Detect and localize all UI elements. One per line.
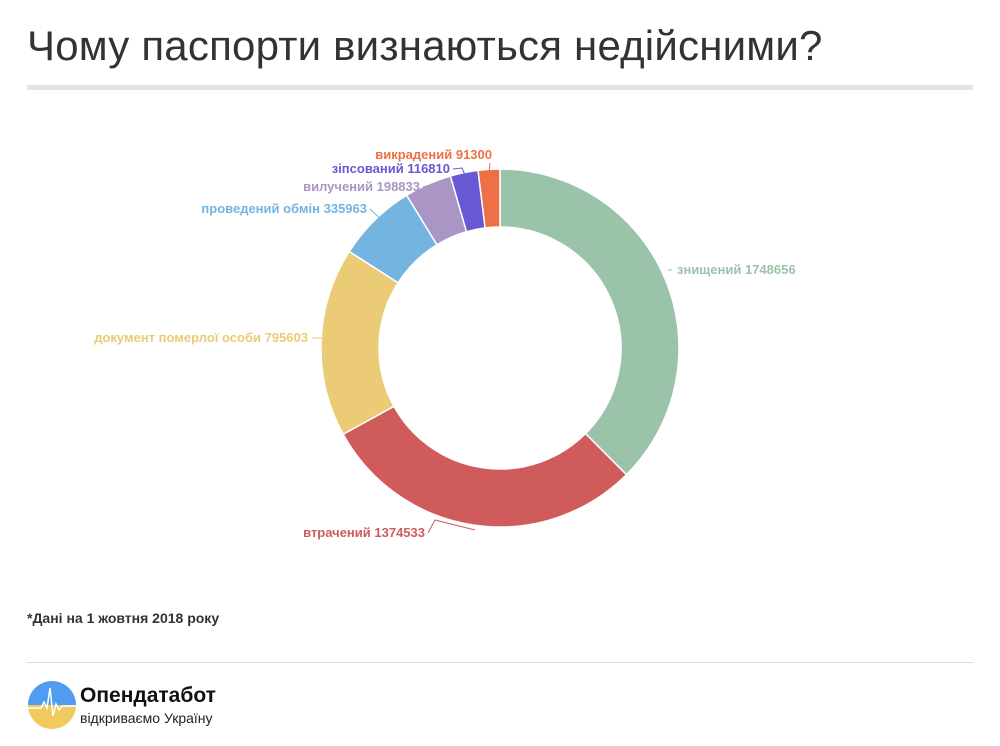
leader-line-6: [488, 162, 491, 173]
opendatabot-logo-icon: [28, 681, 76, 729]
leader-line-3: [369, 208, 385, 223]
slice-label-3: проведений обмін 335963: [201, 201, 367, 216]
leader-line-1: [427, 519, 476, 534]
title-divider: [27, 85, 973, 90]
data-note: *Дані на 1 жовтня 2018 року: [27, 610, 220, 626]
slice-0: [499, 168, 680, 476]
slice-6: [477, 168, 501, 229]
slice-label-1: втрачений 1374533: [303, 525, 425, 540]
slice-label-0: знищений 1748656: [677, 262, 796, 277]
page-title: Чому паспорти визнаються недійсними?: [27, 22, 823, 69]
leader-line-4: [422, 182, 439, 188]
slice-1: [342, 405, 628, 528]
brand-tagline: відкриваємо Україну: [80, 710, 213, 726]
slice-label-4: вилучений 198833: [303, 179, 420, 194]
leader-line-5: [452, 167, 466, 176]
slice-label-2: документ померлої особи 795603: [94, 330, 308, 345]
footer-divider: [27, 662, 973, 663]
slice-2: [320, 250, 400, 436]
slice-label-5: зіпсований 116810: [332, 161, 450, 176]
slice-label-6: викрадений 91300: [375, 147, 492, 162]
brand-name: Опендатабот: [80, 684, 216, 707]
